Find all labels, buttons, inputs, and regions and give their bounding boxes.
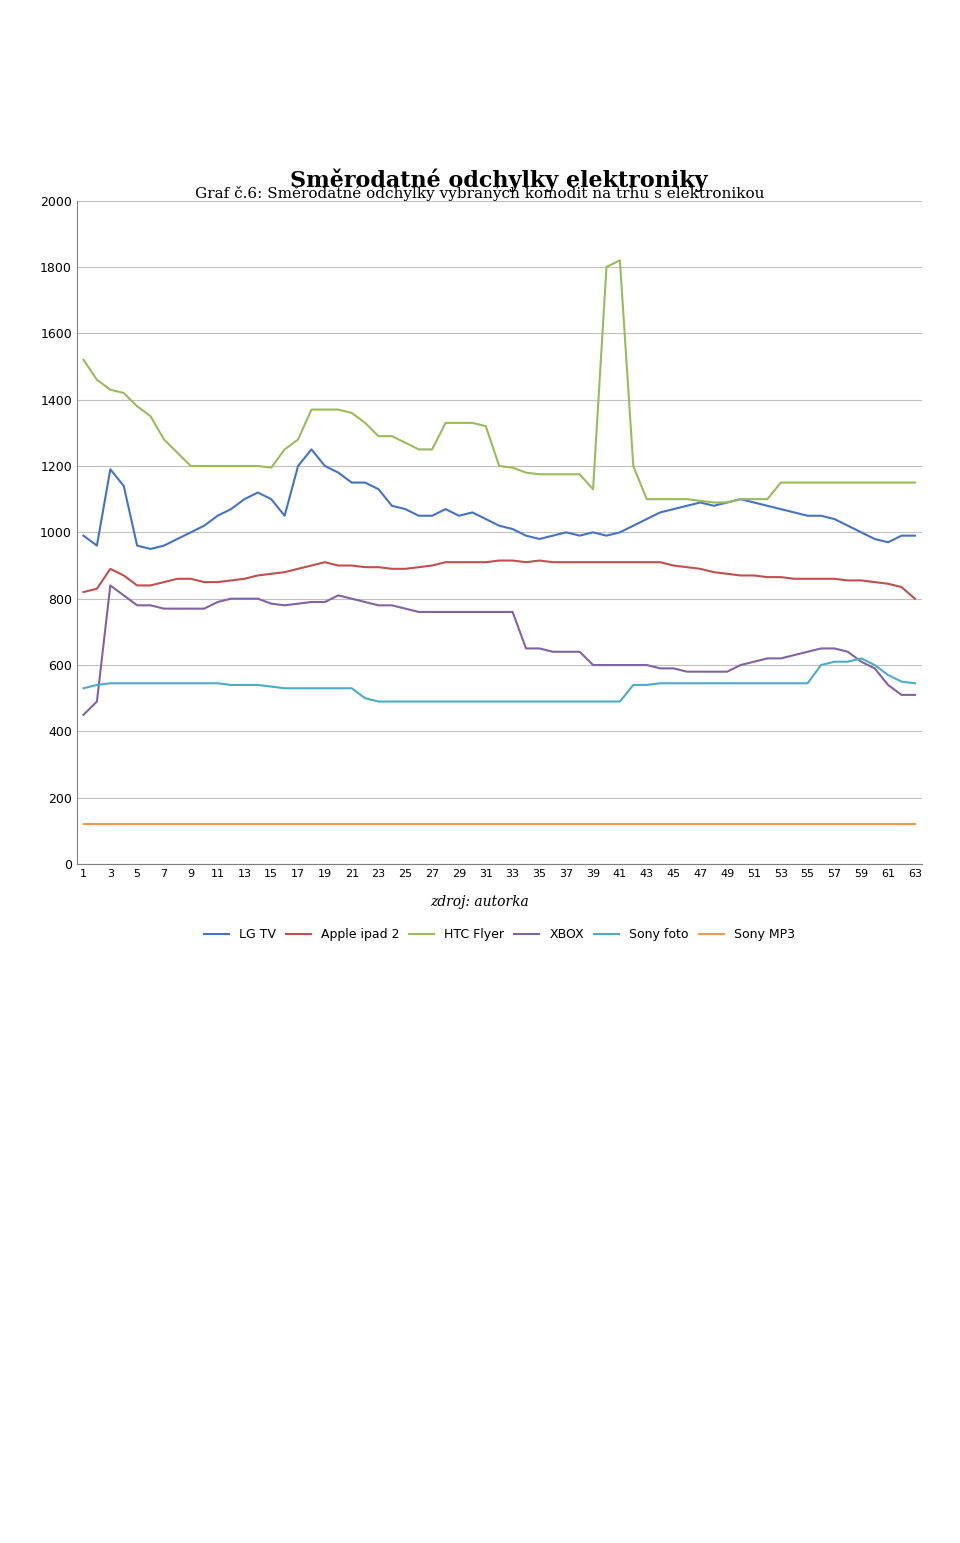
Sony MP3 <box>332 815 344 833</box>
LG TV <box>896 526 907 545</box>
XBOX <box>78 705 89 724</box>
Title: Směrodatné odchylky elektroniky: Směrodatné odchylky elektroniky <box>290 168 708 191</box>
Apple ipad 2 <box>909 589 921 608</box>
HTC Flyer <box>305 400 317 418</box>
Sony foto <box>372 693 384 711</box>
LG TV <box>493 517 505 535</box>
Sony foto <box>855 650 867 668</box>
Text: zdroj: autorka: zdroj: autorka <box>431 895 529 909</box>
XBOX <box>909 685 921 704</box>
Sony foto <box>332 679 344 697</box>
LG TV <box>145 540 156 559</box>
HTC Flyer <box>332 400 344 418</box>
Sony foto <box>305 679 317 697</box>
Line: HTC Flyer: HTC Flyer <box>84 261 915 503</box>
XBOX <box>896 685 907 704</box>
XBOX <box>480 603 492 622</box>
Apple ipad 2 <box>305 557 317 576</box>
Line: Sony foto: Sony foto <box>84 659 915 702</box>
HTC Flyer <box>614 252 626 270</box>
HTC Flyer <box>493 457 505 475</box>
Sony foto <box>78 679 89 697</box>
Apple ipad 2 <box>896 577 907 596</box>
Apple ipad 2 <box>668 557 680 576</box>
Sony MP3 <box>655 815 666 833</box>
Sony foto <box>507 693 518 711</box>
Sony MP3 <box>896 815 907 833</box>
HTC Flyer <box>909 474 921 492</box>
HTC Flyer <box>896 474 907 492</box>
Sony MP3 <box>909 815 921 833</box>
Apple ipad 2 <box>493 551 505 569</box>
LG TV <box>359 474 371 492</box>
Line: LG TV: LG TV <box>84 449 915 549</box>
LG TV <box>520 526 532 545</box>
LG TV <box>682 497 693 515</box>
Sony foto <box>909 674 921 693</box>
XBOX <box>507 603 518 622</box>
Apple ipad 2 <box>507 551 518 569</box>
Sony foto <box>896 673 907 691</box>
Legend: LG TV, Apple ipad 2, HTC Flyer, XBOX, Sony foto, Sony MP3: LG TV, Apple ipad 2, HTC Flyer, XBOX, So… <box>199 923 800 946</box>
Sony MP3 <box>305 815 317 833</box>
LG TV <box>305 440 317 458</box>
LG TV <box>909 526 921 545</box>
Sony foto <box>668 674 680 693</box>
XBOX <box>105 576 116 594</box>
Text: Graf č.6: Směrodatné odchylky vybraných komodit na trhu s elektronikou: Graf č.6: Směrodatné odchylky vybraných … <box>195 185 765 201</box>
LG TV <box>78 526 89 545</box>
Sony MP3 <box>467 815 478 833</box>
Apple ipad 2 <box>467 552 478 571</box>
Line: XBOX: XBOX <box>84 585 915 714</box>
HTC Flyer <box>467 414 478 432</box>
Line: Apple ipad 2: Apple ipad 2 <box>84 560 915 599</box>
Apple ipad 2 <box>332 557 344 576</box>
Sony foto <box>480 693 492 711</box>
HTC Flyer <box>78 350 89 369</box>
Sony MP3 <box>493 815 505 833</box>
HTC Flyer <box>668 491 680 509</box>
HTC Flyer <box>708 494 719 512</box>
Apple ipad 2 <box>78 583 89 602</box>
XBOX <box>319 593 330 611</box>
XBOX <box>668 659 680 677</box>
XBOX <box>346 589 357 608</box>
Sony MP3 <box>78 815 89 833</box>
LG TV <box>332 463 344 481</box>
